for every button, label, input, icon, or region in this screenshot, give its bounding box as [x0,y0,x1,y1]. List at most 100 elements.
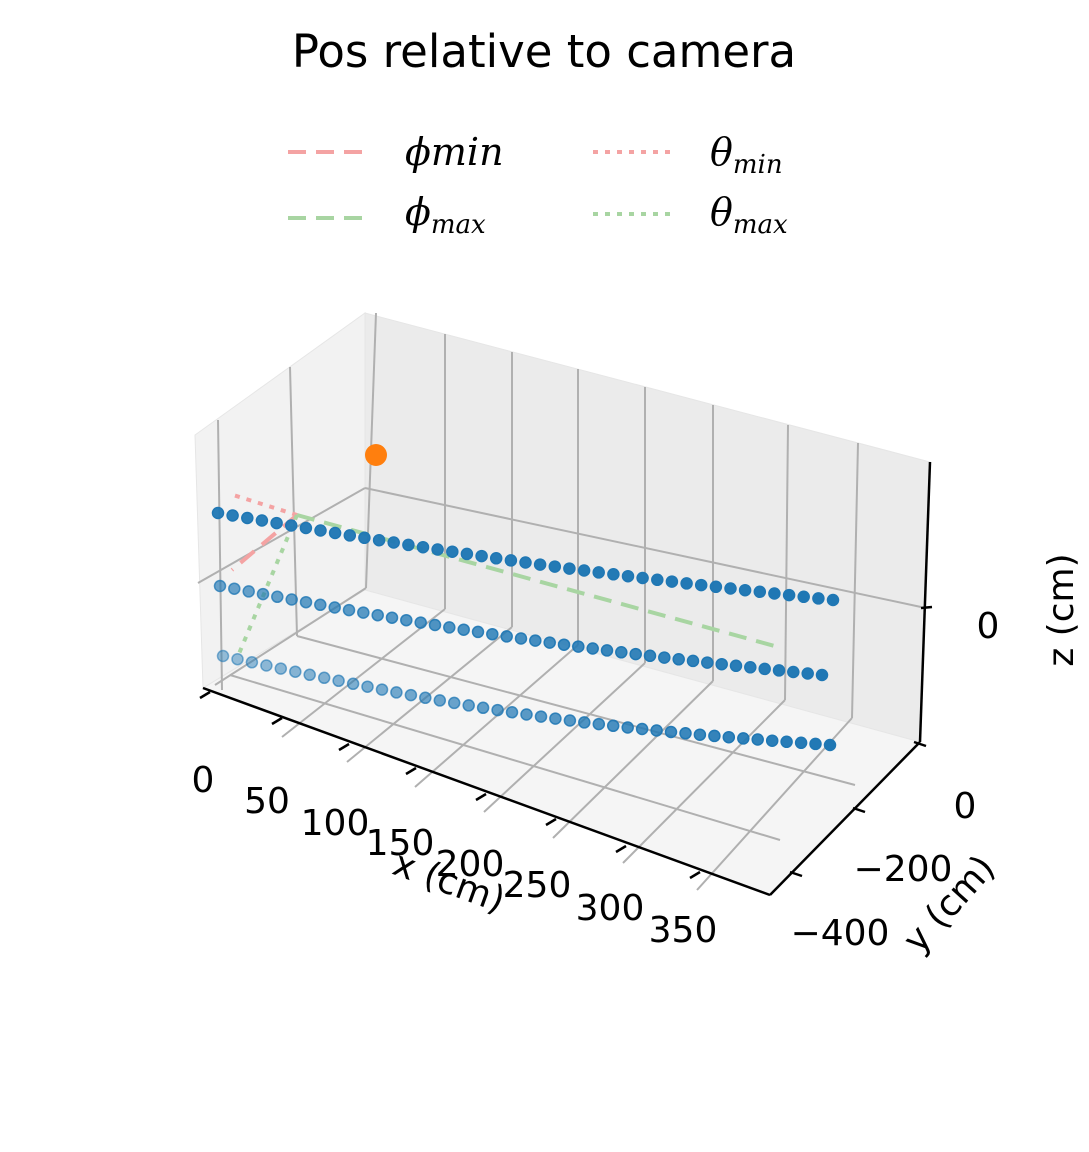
data-point [815,668,829,682]
legend-label-phi-min: ϕmin [405,130,504,174]
data-point [317,671,331,685]
grid-line [622,699,786,864]
data-point [812,592,825,605]
data-point [635,722,649,736]
data-point [462,699,475,712]
data-point [578,716,591,729]
data-point [289,665,302,678]
data-point [519,556,532,569]
z-ticks: 0 [920,605,1000,647]
z-axis-line [918,461,932,743]
y-tick-mark [913,740,927,748]
axes-panes [194,312,931,896]
data-point [256,587,270,601]
data-point [621,569,635,583]
data-point [274,662,288,675]
y-tick-mark [852,806,866,814]
data-point [701,656,714,669]
data-point [643,649,657,663]
data-point [402,538,415,552]
data-point [794,736,808,750]
grid-line [483,662,646,813]
grid-line [214,587,367,686]
data-point [751,733,764,746]
data-point [729,659,743,673]
z-axis-label: z (cm) [1041,553,1082,666]
data-point [504,554,518,567]
theta-max-line [236,514,299,657]
data-point [658,651,671,664]
data-point [758,662,771,676]
axis-lines [202,461,932,897]
data-point [780,735,793,749]
data-point [228,582,241,595]
data-point [709,580,723,594]
data-point [722,730,736,744]
data-point [724,582,737,595]
data-point [592,717,606,731]
data-point [328,526,342,540]
grid-line [784,424,789,701]
data-point [577,564,591,577]
data-point [314,598,327,612]
data-point [592,566,605,579]
data-point [650,724,663,737]
legend-entry-phi-max: ϕmax [288,190,486,240]
data-point [332,674,345,688]
data-point [505,706,519,719]
grid-line [289,366,298,637]
data-point [486,627,499,641]
x-tick-label: 100 [301,803,370,844]
chart-title: Pos relative to camera [292,25,796,78]
data-point [271,590,284,604]
data-point [284,519,298,532]
x-tick-label: 150 [366,823,435,864]
data-point [419,691,432,705]
data-point [443,621,456,634]
data-point [241,511,254,525]
data-point [801,667,814,680]
data-point [491,703,504,717]
x-tick-mark [199,690,211,700]
data-point [285,593,298,606]
y-tick-label: −400 [791,913,890,954]
data-point [563,714,577,727]
grid-line [851,442,859,719]
x-tick-mark [405,766,417,776]
data-point [787,665,800,679]
data-point [314,524,327,537]
y-ticks: 0−200 −400 [789,740,977,954]
data-point [428,618,442,632]
data-point [361,680,374,693]
legend-entry-theta-max: θmax [593,190,788,240]
x-tick-label: 300 [576,888,645,929]
data-point [744,661,757,674]
x-tick-mark [689,870,701,880]
data-point [216,649,230,663]
x-tick-label: 350 [649,910,718,951]
data-point [387,536,400,549]
x-tick-mark [271,716,283,726]
data-point [606,719,620,733]
data-point [400,613,413,627]
data-point [557,638,571,651]
data-point [715,657,728,671]
legend-entry-theta-min: θmin [593,130,783,180]
data-point [226,509,239,522]
z-tick-label: 0 [977,606,1000,647]
data-point [489,552,503,565]
data-point [548,560,562,573]
data-point [543,636,556,649]
data-point [242,585,255,598]
y-tick-label: 0 [954,786,977,827]
data-point [772,664,786,677]
data-points [211,506,840,752]
data-point [471,625,485,639]
x-tick-label: 50 [244,781,290,822]
data-point [629,647,642,661]
data-point [520,708,533,721]
camera-point [365,444,387,466]
data-point [549,712,562,725]
x-tick-label: 200 [436,844,505,885]
